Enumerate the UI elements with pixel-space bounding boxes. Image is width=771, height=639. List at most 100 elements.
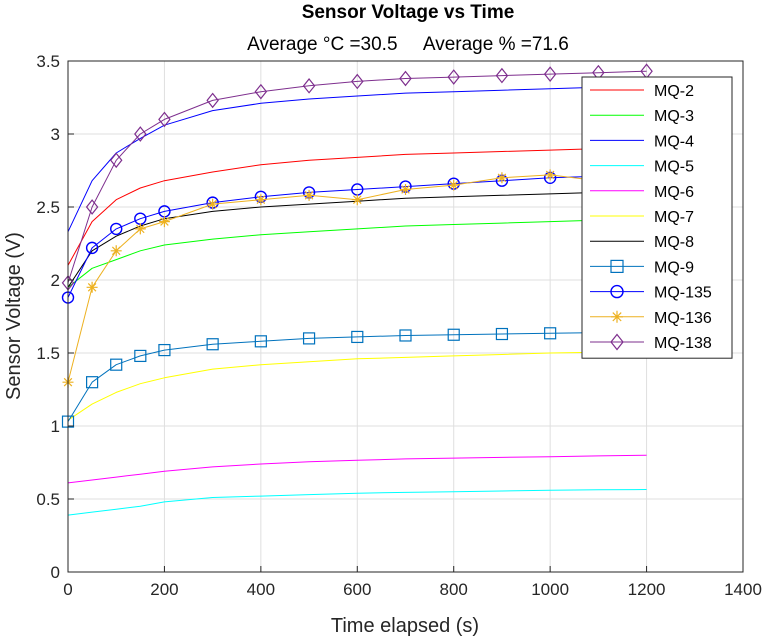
data-point <box>110 358 123 371</box>
y-tick-label: 1 <box>51 417 60 436</box>
legend-label: MQ-136 <box>654 310 712 327</box>
y-axis-label: Sensor Voltage (V) <box>3 232 25 400</box>
data-point <box>158 111 171 128</box>
series-mq-4 <box>67 85 647 233</box>
data-point <box>207 198 219 210</box>
series-mq-7 <box>67 351 647 421</box>
data-point <box>447 69 460 85</box>
data-point <box>400 183 411 195</box>
data-point <box>206 92 219 109</box>
legend-item: MQ-9 <box>590 259 694 276</box>
data-point <box>448 179 460 191</box>
data-point <box>86 281 98 293</box>
data-point <box>134 349 147 363</box>
data-point <box>447 328 460 341</box>
legend-item: MQ-4 <box>590 133 694 150</box>
legend-label: MQ-5 <box>654 159 694 176</box>
series-line <box>67 454 647 484</box>
legend-label: MQ-4 <box>654 133 694 150</box>
legend-item: MQ-7 <box>590 209 694 226</box>
legend-item: MQ-138 <box>590 333 712 352</box>
data-point <box>303 189 315 201</box>
data-point <box>399 329 412 342</box>
series-layer <box>61 63 653 516</box>
data-point <box>134 223 146 235</box>
y-tick-label: 2 <box>51 271 60 290</box>
x-tick-label: 400 <box>247 580 275 599</box>
legend-label: MQ-3 <box>654 108 694 125</box>
series-line <box>67 218 647 288</box>
legend-label: MQ-6 <box>654 184 694 201</box>
data-point <box>85 241 99 255</box>
series-mq-5 <box>67 489 647 516</box>
legend-item: MQ-136 <box>590 310 712 327</box>
series-line <box>67 489 647 516</box>
data-point <box>351 194 363 206</box>
data-point <box>495 67 509 84</box>
legend-item: MQ-3 <box>590 108 694 125</box>
series-mq-2 <box>67 146 647 266</box>
legend-label: MQ-135 <box>654 285 712 302</box>
data-point <box>399 70 412 87</box>
y-tick-label: 2.5 <box>36 198 60 217</box>
series-line <box>67 70 647 284</box>
series-mq-8 <box>67 190 647 288</box>
x-tick-label: 200 <box>150 580 178 599</box>
data-point <box>109 152 123 169</box>
legend-item: MQ-2 <box>590 83 694 100</box>
data-point <box>206 338 219 351</box>
x-tick-label: 1200 <box>628 580 666 599</box>
x-tick-label: 800 <box>440 580 468 599</box>
data-point <box>110 222 123 236</box>
data-point <box>543 66 557 82</box>
data-point <box>611 310 623 323</box>
data-point <box>85 199 99 215</box>
data-point <box>544 327 557 340</box>
series-line <box>67 351 647 421</box>
legend-item: MQ-8 <box>590 234 694 251</box>
series-line <box>67 85 647 233</box>
legend-label: MQ-2 <box>654 83 694 100</box>
legend-item: MQ-5 <box>590 159 694 176</box>
x-tick-label: 0 <box>63 580 72 599</box>
series-line <box>67 331 647 422</box>
legend-label: MQ-7 <box>654 209 694 226</box>
data-point <box>86 376 99 389</box>
data-point <box>255 194 267 206</box>
data-point <box>610 259 624 273</box>
y-tick-label: 1.5 <box>36 344 60 363</box>
legend-label: MQ-8 <box>654 234 694 251</box>
y-tick-label: 3 <box>51 125 60 144</box>
chart-title: Sensor Voltage vs Time <box>302 2 515 23</box>
series-line <box>67 146 647 266</box>
data-point <box>495 327 509 341</box>
x-tick-label: 1400 <box>724 580 762 599</box>
legend: MQ-2 MQ-3 MQ-4 MQ-5 MQ-6 MQ-7 MQ-8 MQ-9 MQ-135 MQ… <box>581 76 733 359</box>
data-point <box>134 126 147 142</box>
legend-label: MQ-9 <box>654 259 694 276</box>
ticks: 0 200 400 600 800 1000 1200 1400 0 0.5 1 1.5 2 2.5 3 3.… <box>36 52 762 599</box>
data-point <box>610 333 624 351</box>
data-point <box>351 73 364 90</box>
y-tick-label: 0 <box>51 563 60 582</box>
legend-item: MQ-6 <box>590 184 694 201</box>
data-point <box>544 169 556 181</box>
data-point <box>254 83 268 100</box>
y-tick-label: 0.5 <box>36 490 60 509</box>
data-point <box>302 77 316 94</box>
data-point <box>351 330 364 344</box>
series-line <box>67 190 647 288</box>
x-tick-label: 600 <box>343 580 371 599</box>
data-point <box>158 343 171 357</box>
chart-subtitle: Average °C =30.5 Average % =71.6 <box>247 34 569 55</box>
y-tick-label: 3.5 <box>36 52 60 71</box>
series-mq-3 <box>67 218 647 288</box>
data-point <box>254 335 267 348</box>
data-point <box>302 332 316 345</box>
data-point <box>496 172 508 184</box>
data-point <box>610 284 624 299</box>
x-tick-label: 1000 <box>531 580 569 599</box>
data-point <box>110 245 122 257</box>
legend-item: MQ-135 <box>590 285 712 302</box>
